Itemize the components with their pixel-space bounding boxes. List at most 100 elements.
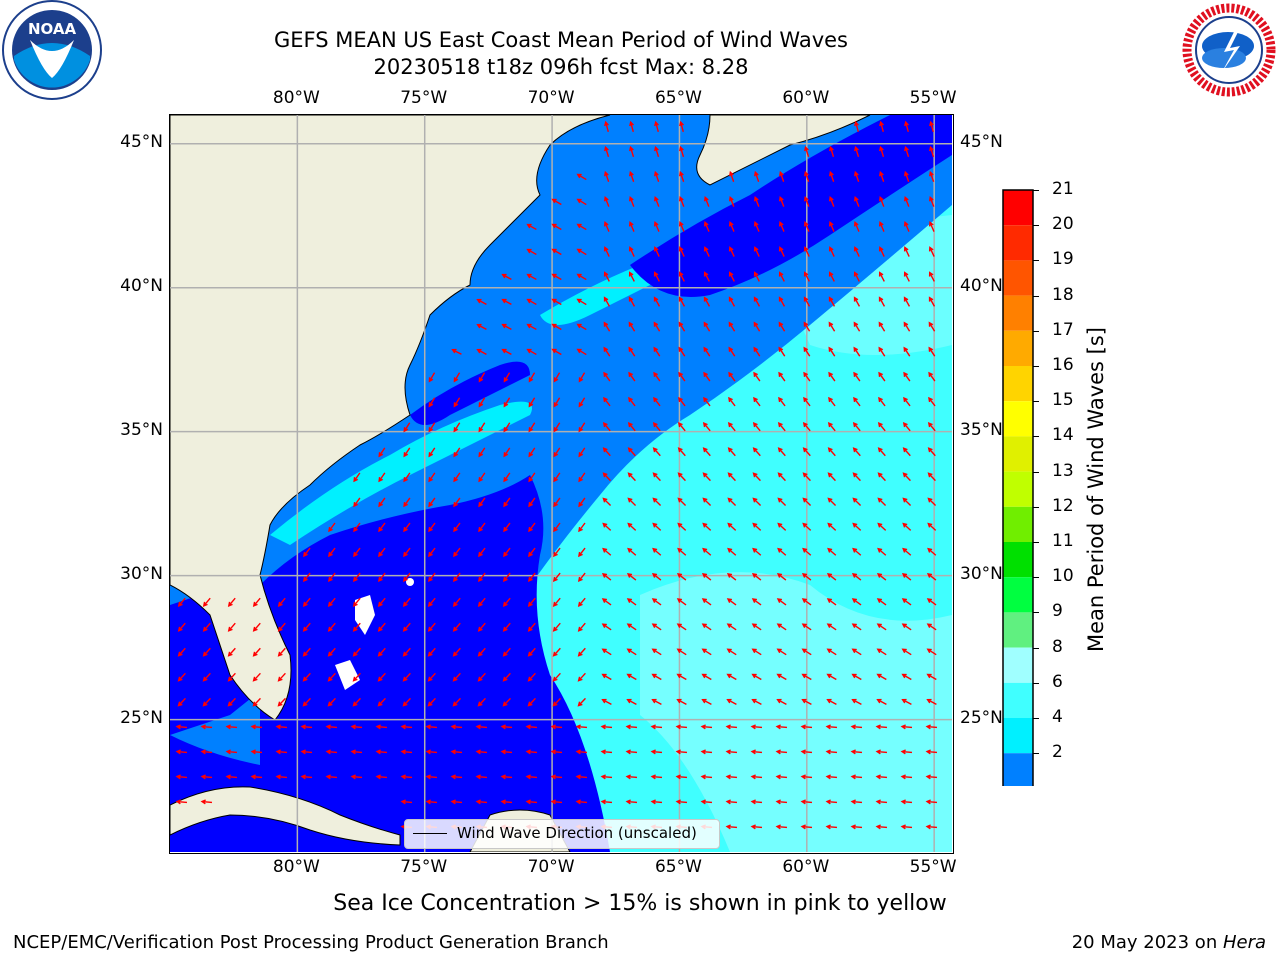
direction-arrow [552, 697, 561, 707]
lat-tick-right-4: 25°N [960, 707, 1003, 728]
direction-arrow [377, 697, 386, 707]
colorbar-tick-15 [1033, 718, 1039, 719]
direction-arrow [377, 572, 386, 583]
direction-arrow [878, 246, 885, 257]
colorbar-tick-4 [1033, 330, 1039, 332]
colorbar-label-3: 18 [1052, 284, 1074, 305]
colorbar-segment-9 [1003, 506, 1033, 542]
direction-arrow [603, 195, 610, 207]
direction-arrow [628, 271, 635, 282]
direction-arrow [277, 597, 286, 607]
direction-arrow [778, 396, 786, 407]
direction-arrow [225, 724, 238, 730]
direction-arrow [927, 522, 937, 531]
direction-arrow [750, 749, 763, 755]
direction-arrow [676, 572, 687, 581]
lon-tick-bottom-4: 60°W [782, 857, 830, 877]
direction-arrow [551, 248, 562, 256]
direction-arrow [801, 598, 812, 606]
direction-arrow [501, 298, 512, 306]
noaa-logo-text: NOAA [28, 20, 77, 38]
direction-arrow [425, 799, 438, 805]
direction-arrow [726, 673, 737, 681]
direction-arrow [576, 223, 587, 231]
colorbar-label-10: 11 [1052, 531, 1074, 551]
direction-arrow [703, 296, 711, 307]
direction-arrow [627, 422, 636, 432]
direction-arrow [802, 447, 811, 457]
colorbar-label-7: 14 [1052, 425, 1074, 446]
direction-arrow [626, 572, 637, 581]
direction-arrow [800, 774, 813, 780]
direction-arrow [175, 724, 188, 730]
direction-arrow [600, 724, 613, 730]
direction-arrow [878, 321, 886, 332]
direction-arrow [902, 422, 911, 432]
direction-arrow [503, 422, 511, 433]
direction-arrow [726, 698, 737, 705]
direction-arrow [628, 371, 636, 382]
nws-logo [1181, 2, 1277, 98]
direction-arrow [527, 672, 536, 682]
bermuda-dot [406, 578, 414, 586]
direction-arrow [628, 246, 635, 257]
direction-arrow [629, 145, 635, 157]
direction-arrow [252, 697, 261, 707]
colorbar-tick-10 [1033, 542, 1039, 543]
direction-arrow [350, 724, 363, 730]
direction-arrow [828, 371, 836, 382]
direction-arrow [802, 522, 812, 531]
direction-arrow [678, 271, 685, 282]
direction-arrow [575, 724, 588, 730]
direction-arrow [503, 472, 511, 483]
lon-tick-top-5: 55°W [909, 88, 957, 108]
direction-arrow [903, 271, 910, 282]
lat-tick-left-4: 25°N [120, 707, 163, 728]
colorbar-tick-3 [1033, 295, 1039, 297]
direction-arrow [653, 195, 660, 207]
direction-arrow [252, 597, 261, 607]
direction-arrow [777, 447, 786, 457]
direction-arrow [777, 547, 787, 556]
direction-arrow [403, 422, 411, 433]
direction-arrow [327, 572, 336, 583]
direction-arrow [777, 472, 786, 482]
direction-arrow [352, 647, 361, 657]
direction-arrow [575, 749, 588, 755]
colorbar-segment-4 [1003, 330, 1033, 366]
direction-arrow [500, 799, 513, 805]
direction-arrow [853, 321, 861, 332]
direction-arrow [851, 698, 862, 705]
direction-arrow [578, 547, 586, 558]
direction-arrow [928, 296, 936, 307]
direction-arrow [776, 598, 787, 606]
direction-arrow [603, 321, 611, 332]
direction-arrow [877, 522, 887, 531]
colorbar-label-9: 12 [1052, 495, 1074, 516]
direction-arrow [475, 799, 488, 805]
direction-arrow [453, 547, 461, 558]
colorbar-tick-14 [1033, 682, 1039, 684]
direction-arrow [602, 497, 612, 507]
direction-arrow [678, 371, 686, 382]
colorbar-tick-11 [1033, 577, 1039, 579]
colorbar-segment-8 [1003, 471, 1033, 507]
direction-arrow [428, 522, 436, 533]
direction-arrow [602, 447, 611, 457]
direction-arrow [727, 522, 737, 531]
direction-arrow [827, 422, 836, 432]
direction-arrow [678, 246, 685, 257]
direction-arrow [427, 572, 436, 583]
colorbar-label-14: 6 [1052, 671, 1063, 692]
direction-arrow [578, 497, 586, 508]
direction-arrow [527, 597, 536, 607]
direction-arrow [378, 522, 386, 533]
colorbar-tick-0 [1033, 190, 1039, 191]
direction-arrow [428, 397, 436, 408]
direction-arrow [628, 346, 636, 357]
direction-arrow [577, 622, 586, 632]
direction-arrow [826, 648, 837, 656]
direction-arrow [378, 547, 386, 558]
direction-arrow [851, 572, 862, 581]
direction-arrow [551, 323, 562, 331]
